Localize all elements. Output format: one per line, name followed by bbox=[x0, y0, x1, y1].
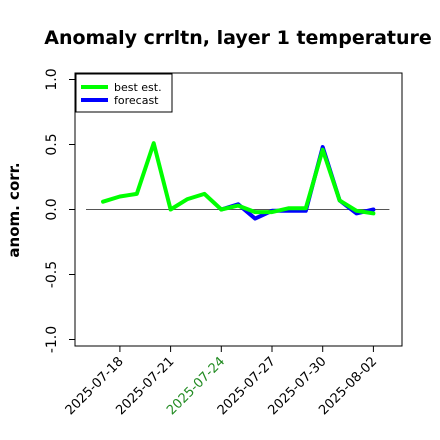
y-tick-label: 1.0 bbox=[44, 68, 60, 90]
legend-label: forecast bbox=[114, 94, 159, 107]
y-tick-label: 0.5 bbox=[44, 133, 60, 155]
series-line-2 bbox=[219, 147, 376, 216]
y-tick-label: 0.0 bbox=[44, 198, 60, 220]
series-line-0 bbox=[101, 141, 224, 212]
y-tick-label: -0.5 bbox=[44, 261, 60, 288]
legend: best est.forecast bbox=[75, 73, 173, 113]
legend-box bbox=[75, 73, 173, 113]
y-axis-label: anom. corr. bbox=[5, 162, 23, 257]
y-tick-label: -1.0 bbox=[44, 326, 60, 353]
chart-title: Anomaly crrltn, layer 1 temperature bbox=[44, 27, 432, 49]
legend-label: best est. bbox=[114, 81, 162, 94]
